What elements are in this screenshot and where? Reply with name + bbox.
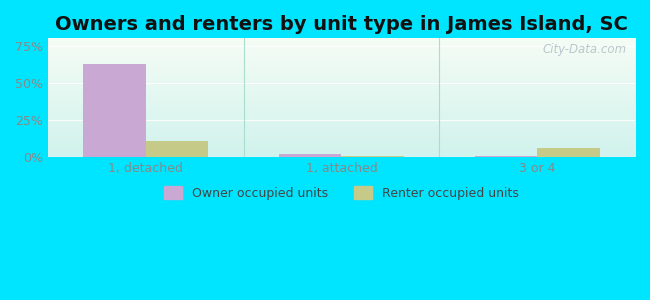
Bar	[341, 155, 404, 157]
Text: City-Data.com: City-Data.com	[542, 43, 626, 56]
Bar	[537, 148, 600, 157]
Legend: Owner occupied units, Renter occupied units: Owner occupied units, Renter occupied un…	[159, 181, 524, 205]
Bar	[474, 156, 537, 157]
Bar	[146, 141, 209, 157]
Bar	[83, 64, 146, 157]
Bar	[279, 154, 341, 157]
Title: Owners and renters by unit type in James Island, SC: Owners and renters by unit type in James…	[55, 15, 628, 34]
